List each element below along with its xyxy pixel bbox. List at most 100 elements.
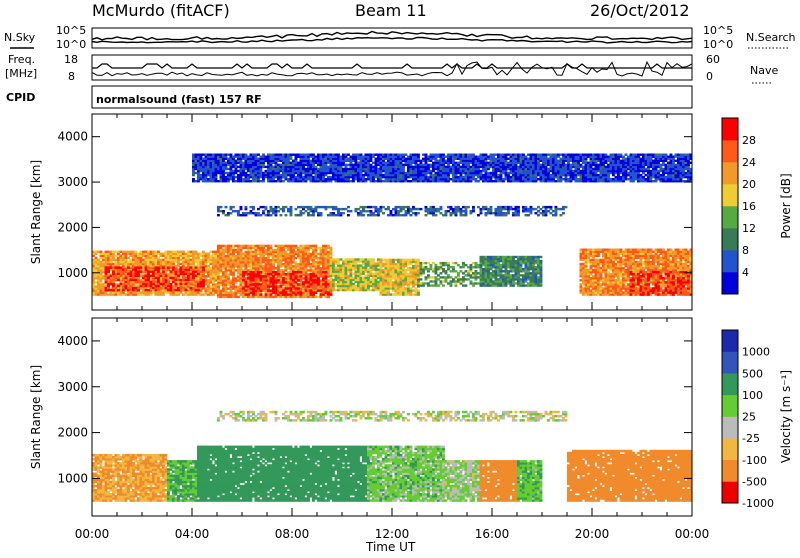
data-cell <box>670 259 673 261</box>
data-cell <box>590 271 593 273</box>
data-cell <box>610 273 613 275</box>
data-cell <box>427 284 430 286</box>
data-cell <box>495 256 498 258</box>
data-cell <box>532 284 535 286</box>
data-cell <box>290 283 293 285</box>
data-cell <box>150 271 153 273</box>
data-cell <box>307 273 310 275</box>
data-cell <box>355 287 358 289</box>
data-cell <box>232 210 235 212</box>
data-cell <box>252 255 255 257</box>
data-cell <box>307 206 310 208</box>
data-cell <box>400 259 403 261</box>
data-cell <box>627 249 630 251</box>
data-cell <box>395 289 398 291</box>
data-cell <box>470 274 473 276</box>
data-cell <box>582 275 585 277</box>
data-cell <box>127 287 130 289</box>
data-cell <box>230 284 233 286</box>
data-cell <box>280 208 283 210</box>
data-cell <box>672 257 675 259</box>
data-cell <box>657 285 660 287</box>
data-cell <box>652 251 655 253</box>
data-cell <box>287 296 290 298</box>
data-cell <box>207 279 210 281</box>
data-cell <box>205 253 208 255</box>
data-cell <box>122 275 125 277</box>
data-cell <box>182 269 185 271</box>
data-cell <box>625 281 628 283</box>
data-cell <box>655 251 658 253</box>
data-cell <box>537 280 540 282</box>
data-cell <box>447 266 450 268</box>
data-cell <box>637 277 640 279</box>
data-cell <box>422 266 425 268</box>
data-cell <box>130 261 133 263</box>
data-cell <box>665 275 668 277</box>
data-cell <box>202 283 205 285</box>
data-cell <box>217 249 220 251</box>
data-cell <box>630 257 633 259</box>
data-cell <box>297 289 300 291</box>
data-cell <box>365 277 368 279</box>
data-cell <box>665 287 668 289</box>
data-cell <box>340 258 343 260</box>
data-cell <box>352 277 355 279</box>
data-cell <box>250 245 253 247</box>
data-cell <box>647 251 650 253</box>
data-cell <box>127 261 130 263</box>
data-cell <box>222 259 225 261</box>
data-cell <box>367 273 370 275</box>
data-cell <box>635 265 638 267</box>
data-cell <box>327 273 330 275</box>
data-cell <box>462 272 465 274</box>
data-cell <box>637 289 640 291</box>
data-cell <box>307 269 310 271</box>
data-cell <box>677 289 680 291</box>
data-cell <box>625 271 628 273</box>
data-cell <box>275 255 278 257</box>
data-cell <box>167 273 170 275</box>
data-cell <box>100 261 103 263</box>
data-cell <box>240 245 243 247</box>
data-cell <box>617 275 620 277</box>
data-cell <box>177 265 180 267</box>
data-cell <box>592 271 595 273</box>
data-cell <box>345 262 348 264</box>
data-cell <box>325 255 328 257</box>
data-cell <box>380 259 383 261</box>
data-cell <box>172 251 175 253</box>
data-cell <box>260 259 263 261</box>
data-cell <box>585 281 588 283</box>
data-cell <box>440 276 443 278</box>
data-cell <box>330 277 333 279</box>
data-cell <box>100 281 103 283</box>
data-cell <box>627 261 630 263</box>
data-cell <box>292 249 295 251</box>
data-cell <box>490 272 493 274</box>
data-cell <box>102 271 105 273</box>
data-cell <box>135 273 138 275</box>
data-cell <box>315 210 318 212</box>
data-cell <box>405 265 408 267</box>
data-cell <box>522 256 525 258</box>
data-cell <box>227 255 230 257</box>
noise-tick-high-right: 10^5 <box>703 24 733 37</box>
data-cell <box>407 289 410 291</box>
data-cell <box>615 249 618 251</box>
data-cell <box>390 275 393 277</box>
data-cell <box>287 249 290 251</box>
data-cell <box>115 287 118 289</box>
data-cell <box>292 275 295 277</box>
data-cell <box>277 255 280 257</box>
data-cell <box>205 287 208 289</box>
data-cell <box>650 281 653 283</box>
data-cell <box>675 287 678 289</box>
data-cell <box>210 261 213 263</box>
data-cell <box>267 269 270 271</box>
data-cell <box>535 266 538 268</box>
data-cell <box>255 249 258 251</box>
data-cell <box>362 273 365 275</box>
data-cell <box>232 249 235 251</box>
data-cell <box>647 275 650 277</box>
